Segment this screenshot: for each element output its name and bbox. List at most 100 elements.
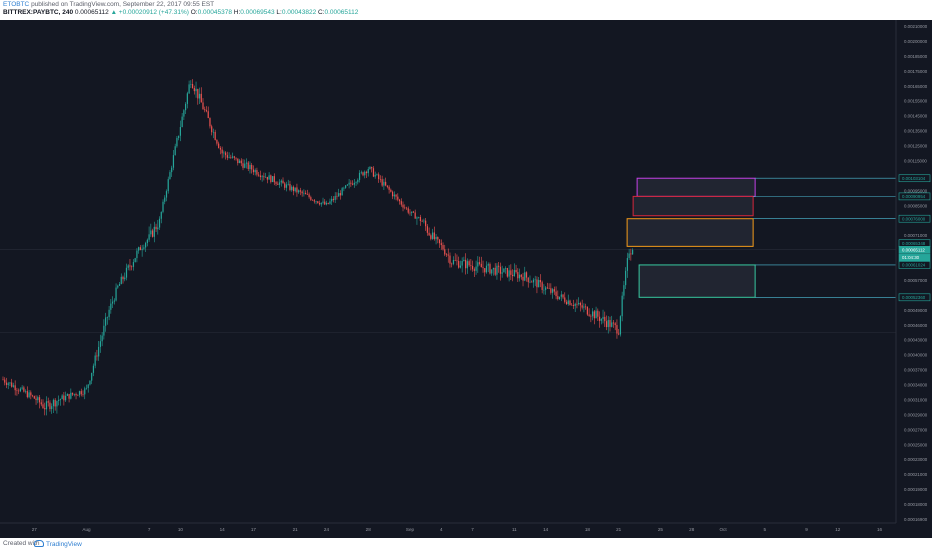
candle-body [96,355,98,357]
candle-body [254,170,256,173]
candle-body [532,279,535,283]
candle-body [586,306,588,315]
candle-body [539,280,542,283]
price-tag-box [898,253,931,262]
candle-body [212,131,215,133]
candle-body [465,259,467,269]
candle-body [468,261,470,266]
candle-body [31,395,34,397]
candle-body [513,269,515,277]
candle-body [230,157,232,158]
candle-body [482,267,484,269]
candle-body [287,183,289,185]
candle-body [614,323,616,326]
close-label: C: [318,9,325,16]
candle-body [538,280,540,288]
candle-body [562,294,564,298]
candle-body [219,147,222,150]
candlestick-chart[interactable]: 0.00210000 0.00200000 0.00185000 0.00175000… [0,20,932,538]
x-tick-label: 11 [512,527,517,532]
price-tag: 0.00061024 [898,261,931,269]
candle-body [106,317,108,318]
candle-body [303,192,305,194]
y-tick-label: 0.00034000 [904,383,928,388]
candle-body [426,226,428,233]
candle-body [531,281,533,283]
candle-body [157,227,159,230]
candle-body [452,260,455,264]
candle-body [183,110,185,117]
candle-body [508,270,510,277]
candle-body [461,260,463,266]
candle-body [176,138,178,147]
author-link[interactable]: ETOBTC [3,1,30,8]
candle-body [564,297,566,302]
candle-body [306,194,308,195]
candle-body [148,234,150,240]
candle-body [331,198,333,202]
candle-body [258,174,260,176]
candle-body [442,245,444,250]
candle-body [454,260,456,261]
candle-body [480,263,482,268]
candle-body [235,157,237,159]
candle-body [266,176,268,180]
candle-body [275,182,277,184]
candle-body [391,191,394,197]
candle-body [546,287,548,289]
candle-body [440,243,442,246]
candle-body [604,316,606,322]
candle-body [294,187,296,192]
candle-body [284,183,286,188]
candle-body [339,193,342,196]
candle-body [433,232,435,240]
candle-body [178,135,180,139]
candle-body [477,262,479,267]
publish-text: published on TradingView.com, September … [31,1,215,8]
y-tick-label: 0.00175000 [904,69,928,74]
candle-body [5,382,8,385]
candle-body [68,394,70,399]
candle-body [282,180,284,184]
tradingview-brand: TradingView [46,541,82,548]
candle-body [626,258,628,271]
candle-body [200,93,202,103]
y-tick-label: 0.00021000 [904,472,928,477]
candle-body [367,168,369,174]
x-tick-label: 5 [763,527,766,532]
y-tick-label: 0.00145000 [904,114,928,119]
symbol-name[interactable]: BITTREX:PAYBTC, 240 [3,9,74,16]
candle-body [256,170,258,175]
candle-body [379,179,382,180]
candle-body [364,171,366,176]
candle-body [226,155,228,158]
candle-body [122,276,124,280]
tradingview-logo[interactable]: TradingView [34,540,82,548]
candle-body [487,264,489,266]
candle-body [435,236,437,240]
candle-body [223,152,225,154]
price-tag: 0.00052360 [898,293,931,302]
chart-pane[interactable] [0,20,932,538]
candle-body [576,303,578,305]
candle-body [571,304,573,306]
candle-body [536,279,538,288]
y-tick-label: 0.00018000 [904,502,928,507]
candle-body [190,84,192,85]
y-tick-label: 0.00200000 [904,39,928,44]
candle-body [529,281,531,283]
footer-bar: Created with TradingView [0,538,932,550]
candle-body [54,399,56,407]
candle-body [305,192,307,195]
candle-body [581,305,583,308]
candle-body [61,395,63,400]
candle-body [625,270,627,286]
candle-body [574,303,576,306]
candle-body [299,190,302,192]
candle-body [240,160,242,164]
candle-body [280,180,282,183]
candle-body [221,149,223,154]
price-tag-box [898,214,931,223]
candle-body [108,309,110,318]
candle-body [506,267,508,277]
